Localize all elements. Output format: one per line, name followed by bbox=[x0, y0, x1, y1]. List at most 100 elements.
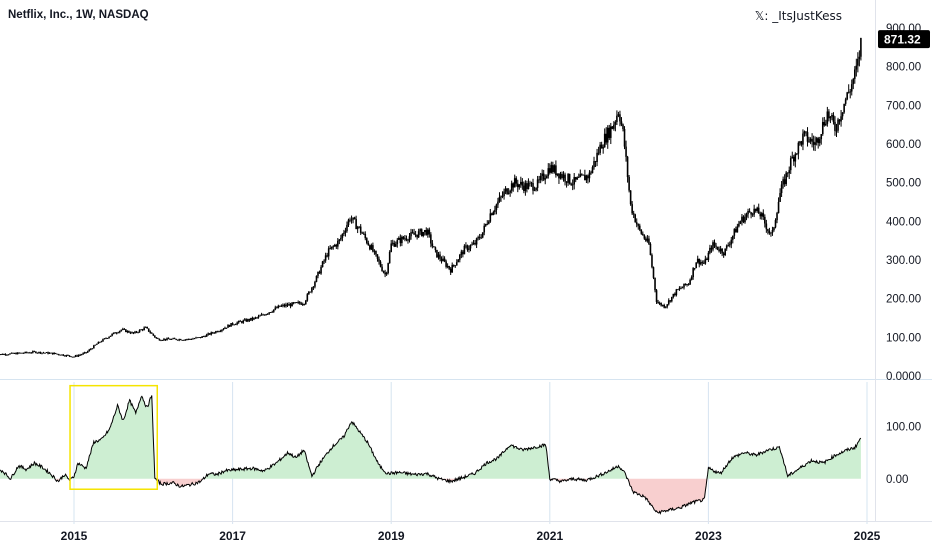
candle-body bbox=[623, 128, 626, 147]
candle-body bbox=[231, 323, 234, 325]
candle-body bbox=[448, 266, 450, 269]
candle-body bbox=[789, 158, 792, 171]
candle-body bbox=[53, 352, 55, 355]
candle-body bbox=[218, 331, 220, 333]
candle-body bbox=[785, 172, 787, 185]
candle-body bbox=[695, 262, 697, 269]
candle-body bbox=[600, 144, 603, 149]
candle-body bbox=[111, 333, 113, 336]
candle-body bbox=[812, 141, 815, 145]
candle-body bbox=[518, 184, 521, 188]
candle-body bbox=[324, 255, 327, 261]
candle-body bbox=[381, 266, 383, 272]
candle-body bbox=[27, 352, 30, 354]
candle-body bbox=[1, 354, 4, 355]
candle-body bbox=[196, 337, 199, 339]
candle-body bbox=[667, 300, 670, 305]
candle-body bbox=[314, 281, 316, 287]
candle-body bbox=[512, 183, 514, 188]
candle-body bbox=[131, 332, 133, 334]
candle-body bbox=[712, 242, 714, 250]
oscillator-axis-tick-label: 0.00 bbox=[886, 474, 908, 486]
candle-body bbox=[565, 181, 568, 183]
candle-body bbox=[260, 314, 263, 316]
candle-body bbox=[794, 153, 797, 162]
candle-body bbox=[535, 187, 537, 191]
candle-body bbox=[115, 332, 118, 334]
candle-body bbox=[591, 167, 594, 174]
candle-body bbox=[341, 233, 344, 238]
candle-body bbox=[166, 338, 168, 340]
candle-body bbox=[401, 236, 403, 244]
candle-body bbox=[221, 329, 223, 332]
candle-body bbox=[94, 344, 97, 346]
candle-body bbox=[309, 291, 312, 293]
candle-body bbox=[806, 132, 809, 142]
candle-body bbox=[786, 172, 789, 174]
candle-body bbox=[860, 37, 862, 57]
candle-body bbox=[391, 242, 394, 244]
candle-body bbox=[564, 174, 566, 182]
price-axis-tick-label: 500.00 bbox=[886, 178, 921, 190]
price-axis-tick-label: 0.0000 bbox=[886, 371, 921, 383]
candle-body bbox=[713, 242, 716, 246]
candle-body bbox=[663, 304, 665, 308]
candle-body bbox=[152, 333, 155, 336]
candle-body bbox=[832, 115, 835, 122]
candle-body bbox=[771, 230, 774, 233]
candle-body bbox=[172, 338, 174, 340]
candle-body bbox=[677, 289, 679, 291]
candle-body bbox=[308, 291, 310, 295]
candle-body bbox=[64, 355, 66, 357]
candle-body bbox=[141, 329, 144, 331]
candle-body bbox=[657, 301, 659, 304]
candle-body bbox=[0, 354, 2, 355]
candle-body bbox=[722, 253, 725, 256]
candle-body bbox=[629, 190, 632, 205]
candle-body bbox=[718, 249, 720, 252]
candle-body bbox=[645, 238, 647, 241]
candle-body bbox=[9, 353, 11, 355]
candle-body bbox=[738, 223, 740, 227]
oscillator-line bbox=[0, 395, 862, 515]
candle-body bbox=[207, 333, 209, 335]
candle-body bbox=[710, 247, 713, 250]
candle-body bbox=[823, 122, 826, 126]
candle-body bbox=[39, 351, 42, 354]
candle-body bbox=[79, 354, 81, 356]
candle-body bbox=[524, 183, 527, 191]
candle-body bbox=[817, 138, 819, 144]
candle-body bbox=[745, 214, 748, 217]
candle-body bbox=[510, 183, 513, 191]
price-axis-tick-label: 400.00 bbox=[886, 216, 921, 228]
candle-body bbox=[556, 173, 559, 176]
candle-body bbox=[106, 338, 109, 339]
candle-body bbox=[805, 131, 807, 133]
candle-body bbox=[850, 84, 853, 92]
candle-body bbox=[619, 114, 621, 122]
candle-body bbox=[701, 262, 704, 264]
candle-body bbox=[36, 352, 39, 354]
candle-body bbox=[42, 352, 45, 354]
candle-body bbox=[744, 216, 746, 223]
candle-body bbox=[579, 174, 582, 178]
candle-body bbox=[250, 317, 252, 321]
candle-body bbox=[754, 208, 757, 211]
candle-body bbox=[346, 225, 348, 231]
candle-body bbox=[126, 330, 129, 333]
candle-body bbox=[428, 229, 431, 235]
candle-body bbox=[123, 328, 126, 330]
candle-body bbox=[642, 233, 644, 236]
candle-body bbox=[561, 173, 563, 178]
candle-body bbox=[733, 229, 736, 236]
candle-body bbox=[715, 245, 717, 247]
candle-body bbox=[762, 213, 765, 217]
candle-body bbox=[173, 338, 176, 340]
candle-body bbox=[838, 119, 841, 122]
candle-body bbox=[547, 168, 550, 177]
candle-body bbox=[469, 245, 472, 249]
candle-body bbox=[472, 242, 475, 245]
candle-body bbox=[420, 229, 423, 236]
candle-body bbox=[462, 251, 464, 255]
candle-body bbox=[457, 259, 460, 263]
